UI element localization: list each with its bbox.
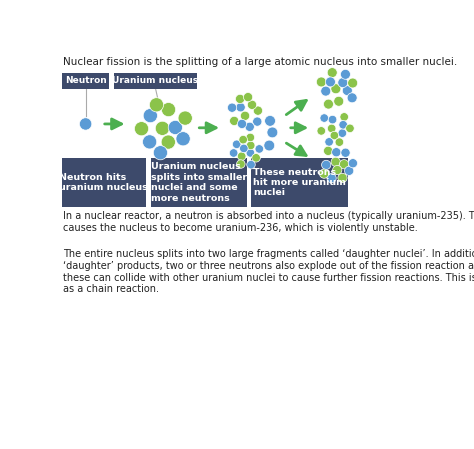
Circle shape [255,145,264,153]
Circle shape [143,109,157,123]
Circle shape [341,148,350,157]
Circle shape [321,160,331,170]
Circle shape [264,115,275,126]
Circle shape [338,173,347,182]
Circle shape [325,138,333,146]
Circle shape [228,103,237,112]
FancyBboxPatch shape [251,158,347,207]
Circle shape [330,131,338,140]
Circle shape [321,86,331,96]
Circle shape [320,114,328,122]
Circle shape [328,124,336,133]
Circle shape [237,152,246,160]
FancyBboxPatch shape [63,73,109,88]
Circle shape [252,154,260,162]
Circle shape [153,145,167,160]
FancyBboxPatch shape [151,158,247,207]
Circle shape [236,103,245,112]
Circle shape [143,135,157,149]
Circle shape [334,96,344,106]
Circle shape [331,157,340,167]
Text: In a nuclear reactor, a neutron is absorbed into a nucleus (typically uranium-23: In a nuclear reactor, a neutron is absor… [63,211,474,233]
Circle shape [161,102,176,117]
Text: Neutron: Neutron [65,76,107,85]
Circle shape [340,113,348,121]
Circle shape [324,146,333,155]
Circle shape [149,98,164,112]
Circle shape [237,160,245,168]
Circle shape [246,160,255,169]
Circle shape [240,111,250,120]
Circle shape [328,115,337,124]
Circle shape [135,122,149,136]
Circle shape [316,77,326,87]
Circle shape [346,124,354,132]
Circle shape [244,92,253,102]
Text: Nuclear fission is the splitting of a large atomic nucleus into smaller nuclei.: Nuclear fission is the splitting of a la… [63,57,457,67]
Circle shape [246,133,255,142]
Circle shape [168,120,182,135]
Text: Uranium nucleus: Uranium nucleus [112,76,199,85]
Text: Neutron hits
uranium nucleus: Neutron hits uranium nucleus [59,173,148,192]
Circle shape [317,127,326,135]
Circle shape [161,135,175,149]
Circle shape [319,169,329,178]
Circle shape [236,94,245,104]
Circle shape [339,120,347,129]
Text: The entire nucleus splits into two large fragments called ‘daughter nuclei’. In : The entire nucleus splits into two large… [63,250,474,294]
Circle shape [264,140,275,151]
Circle shape [335,138,344,146]
Circle shape [338,78,348,88]
Circle shape [340,70,350,79]
Circle shape [239,136,247,144]
Circle shape [246,149,255,157]
Circle shape [347,78,358,88]
Circle shape [267,127,278,138]
Circle shape [80,118,92,130]
Circle shape [229,116,239,126]
Circle shape [338,129,346,137]
FancyBboxPatch shape [62,158,146,207]
Circle shape [332,148,341,157]
Circle shape [342,86,352,96]
Circle shape [246,141,255,150]
Circle shape [326,77,336,87]
Circle shape [229,149,238,157]
Circle shape [253,106,263,115]
Circle shape [347,93,357,103]
Text: These neutrons
hit more uranium
nuclei: These neutrons hit more uranium nuclei [253,167,346,198]
Circle shape [178,111,192,125]
Circle shape [333,165,342,175]
Circle shape [331,84,341,94]
Circle shape [176,132,190,146]
Circle shape [327,174,336,183]
Circle shape [232,140,241,149]
Circle shape [239,144,248,153]
Circle shape [345,166,354,176]
Circle shape [247,100,256,110]
Circle shape [323,99,334,109]
Circle shape [155,121,170,136]
Circle shape [245,122,255,132]
Circle shape [237,119,246,128]
Circle shape [339,160,349,169]
Circle shape [327,68,337,78]
Text: Uranium nucleus
splits into smaller
nuclei and some
more neutrons: Uranium nucleus splits into smaller nucl… [151,163,247,202]
Circle shape [253,117,262,126]
FancyBboxPatch shape [114,73,197,88]
Circle shape [348,158,357,168]
